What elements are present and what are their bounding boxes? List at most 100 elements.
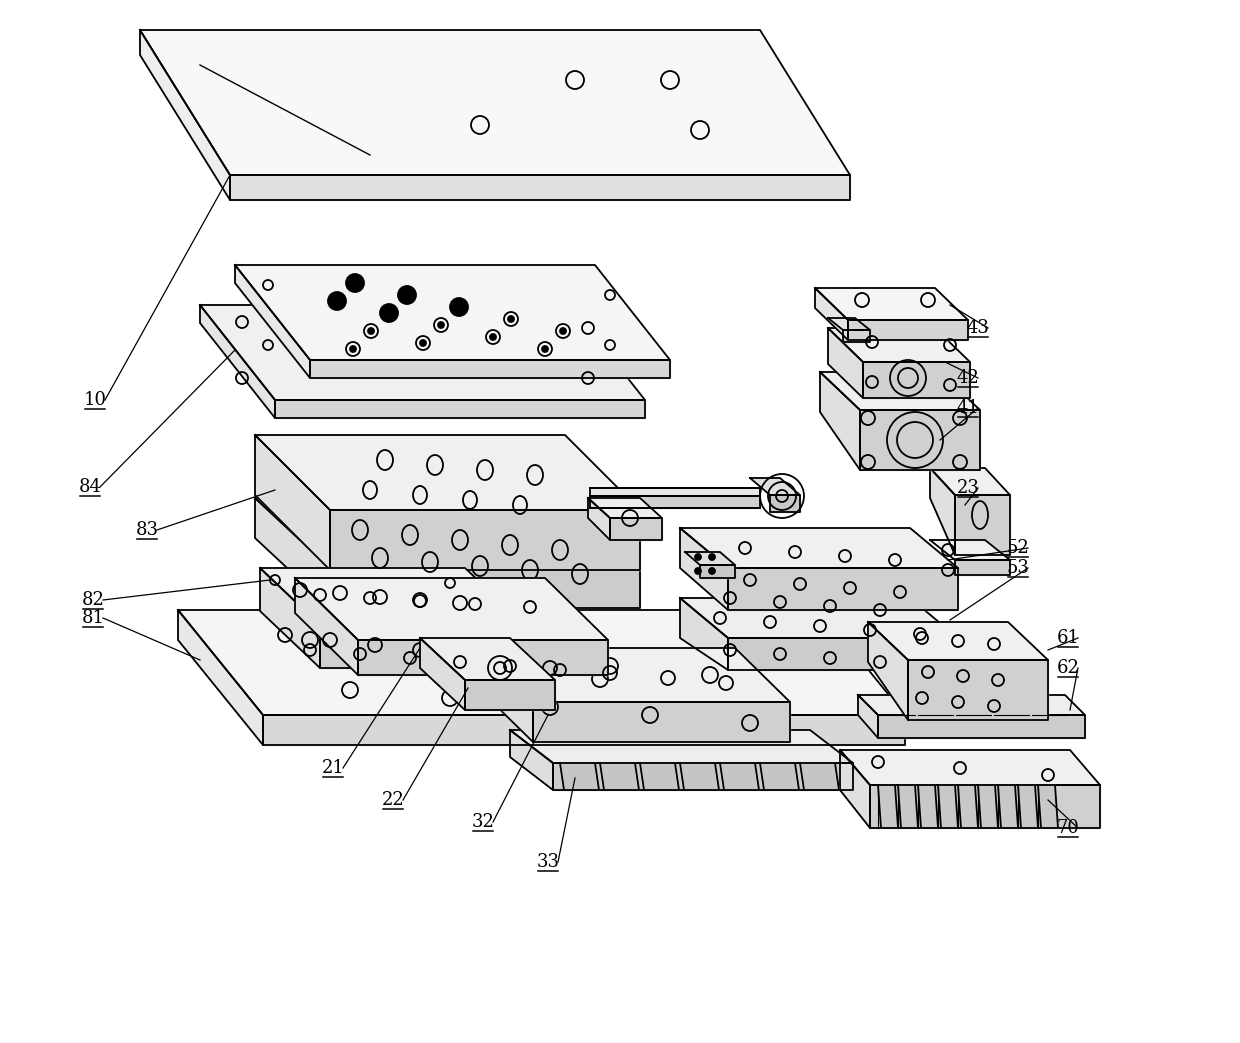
Circle shape	[379, 304, 398, 322]
Polygon shape	[477, 648, 790, 702]
Polygon shape	[140, 30, 849, 175]
Polygon shape	[820, 372, 861, 470]
Circle shape	[694, 568, 701, 574]
Polygon shape	[477, 648, 533, 742]
Polygon shape	[839, 750, 1100, 785]
Text: 22: 22	[382, 791, 404, 809]
Polygon shape	[510, 730, 553, 790]
Polygon shape	[815, 288, 848, 340]
Circle shape	[709, 554, 715, 560]
Polygon shape	[828, 328, 863, 398]
Polygon shape	[553, 763, 853, 790]
Polygon shape	[848, 320, 968, 340]
Polygon shape	[590, 488, 760, 496]
Polygon shape	[918, 785, 937, 828]
Polygon shape	[560, 763, 599, 790]
Polygon shape	[640, 763, 680, 790]
Circle shape	[346, 274, 365, 292]
Polygon shape	[858, 695, 878, 738]
Polygon shape	[260, 568, 320, 668]
Text: 52: 52	[1007, 539, 1029, 557]
Circle shape	[398, 286, 415, 304]
Polygon shape	[720, 763, 759, 790]
Polygon shape	[728, 638, 959, 670]
Polygon shape	[998, 785, 1018, 828]
Polygon shape	[590, 496, 760, 508]
Polygon shape	[255, 435, 640, 510]
Polygon shape	[815, 288, 968, 320]
Polygon shape	[610, 518, 662, 540]
Polygon shape	[229, 175, 849, 200]
Polygon shape	[680, 528, 728, 610]
Text: 33: 33	[537, 853, 559, 871]
Polygon shape	[255, 498, 640, 568]
Polygon shape	[1038, 785, 1058, 828]
Polygon shape	[930, 540, 1011, 560]
Circle shape	[560, 328, 565, 334]
Polygon shape	[937, 785, 959, 828]
Polygon shape	[179, 610, 905, 715]
Text: 84: 84	[78, 478, 102, 496]
Polygon shape	[420, 638, 465, 710]
Polygon shape	[959, 785, 978, 828]
Polygon shape	[510, 730, 853, 763]
Polygon shape	[868, 622, 908, 720]
Text: 23: 23	[956, 479, 980, 498]
Polygon shape	[588, 498, 662, 518]
Polygon shape	[330, 510, 640, 571]
Polygon shape	[820, 372, 980, 410]
Polygon shape	[680, 598, 959, 638]
Circle shape	[490, 334, 496, 340]
Polygon shape	[200, 305, 645, 401]
Polygon shape	[275, 401, 645, 418]
Polygon shape	[588, 498, 610, 540]
Polygon shape	[236, 265, 670, 360]
Polygon shape	[358, 640, 608, 675]
Text: 61: 61	[1056, 629, 1080, 647]
Polygon shape	[828, 318, 870, 330]
Polygon shape	[728, 568, 959, 610]
Polygon shape	[600, 763, 639, 790]
Polygon shape	[330, 568, 640, 608]
Polygon shape	[878, 785, 898, 828]
Polygon shape	[680, 763, 719, 790]
Polygon shape	[828, 328, 970, 362]
Text: 32: 32	[471, 812, 495, 831]
Text: 62: 62	[1056, 659, 1080, 677]
Polygon shape	[420, 638, 556, 680]
Polygon shape	[839, 750, 870, 828]
Text: 82: 82	[82, 591, 104, 609]
Polygon shape	[295, 578, 608, 640]
Circle shape	[420, 340, 427, 346]
Polygon shape	[236, 265, 310, 378]
Circle shape	[450, 298, 467, 316]
Circle shape	[709, 568, 715, 574]
Text: 10: 10	[83, 391, 107, 409]
Polygon shape	[930, 468, 955, 555]
Polygon shape	[320, 625, 525, 668]
Polygon shape	[770, 495, 800, 512]
Polygon shape	[680, 598, 728, 670]
Polygon shape	[863, 362, 970, 398]
Text: 70: 70	[1056, 819, 1080, 836]
Polygon shape	[255, 435, 330, 571]
Text: 53: 53	[1007, 559, 1029, 577]
Polygon shape	[701, 565, 735, 578]
Polygon shape	[533, 702, 790, 742]
Circle shape	[368, 328, 374, 334]
Polygon shape	[861, 410, 980, 470]
Polygon shape	[870, 785, 1100, 828]
Polygon shape	[200, 305, 275, 418]
Circle shape	[542, 346, 548, 351]
Circle shape	[350, 346, 356, 351]
Polygon shape	[843, 330, 870, 342]
Polygon shape	[878, 715, 1085, 738]
Polygon shape	[800, 763, 839, 790]
Text: 81: 81	[82, 609, 104, 627]
Polygon shape	[978, 785, 998, 828]
Text: 41: 41	[956, 399, 980, 417]
Polygon shape	[955, 495, 1011, 555]
Polygon shape	[260, 568, 525, 625]
Polygon shape	[955, 560, 1011, 575]
Polygon shape	[750, 478, 800, 495]
